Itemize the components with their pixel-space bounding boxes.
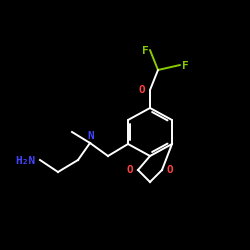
Text: O: O bbox=[138, 85, 145, 95]
Text: O: O bbox=[127, 165, 134, 175]
Text: F: F bbox=[182, 61, 188, 71]
Text: O: O bbox=[166, 165, 173, 175]
Text: N: N bbox=[88, 131, 94, 141]
Text: H₂N: H₂N bbox=[15, 156, 35, 166]
Text: F: F bbox=[142, 46, 148, 56]
